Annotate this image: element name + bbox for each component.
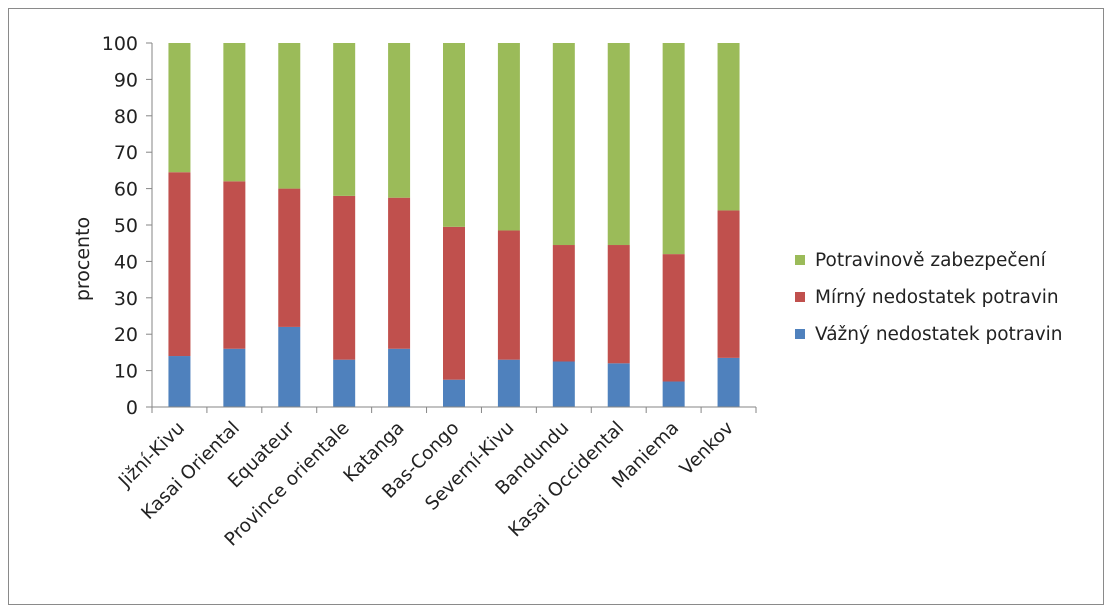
bar-bandundu-potravinove-zabezpeceni	[552, 43, 575, 246]
x-tick-label-kasai-oriental: Kasai Oriental	[138, 418, 244, 524]
y-tick-label-90: 90	[114, 69, 138, 91]
x-tick-label-venkov: Venkov	[676, 418, 738, 480]
y-axis-title: procento	[72, 217, 94, 301]
bar-bandundu-vazny-nedostatek-potravin	[552, 361, 575, 407]
legend-label-vazny-nedostatek-potravin: Vážný nedostatek potravin	[815, 324, 1063, 345]
bar-katanga-mirny-nedostatek-potravin	[388, 197, 411, 349]
bar-province-orientale-mirny-nedostatek-potravin	[333, 195, 356, 360]
bar-bas-congo-mirny-nedostatek-potravin	[443, 226, 465, 380]
y-tick-label-80: 80	[114, 106, 138, 128]
bar-equateur-potravinove-zabezpeceni	[278, 43, 301, 189]
legend: Potravinově zabezpečení Mírný nedostatek …	[795, 250, 1063, 345]
chart-frame: procento 0 10 20 30 40 50 60 70 80 90 100 Jižní-Kiv…	[8, 8, 1104, 605]
bar-kasai-occidental-potravinove-zabezpeceni	[607, 43, 630, 246]
bar-venkov-mirny-nedostatek-potravin	[717, 210, 740, 358]
legend-swatch-vazny-nedostatek-potravin	[795, 329, 805, 339]
bar-kasai-occidental-mirny-nedostatek-potravin	[607, 245, 630, 364]
bar-bas-congo-potravinove-zabezpeceni	[443, 43, 465, 227]
bar-katanga-potravinove-zabezpeceni	[388, 43, 411, 198]
legend-label-mirny-nedostatek-potravin: Mírný nedostatek potravin	[815, 287, 1059, 308]
bar-katanga-vazny-nedostatek-potravin	[388, 348, 411, 407]
bar-venkov-vazny-nedostatek-potravin	[717, 357, 740, 407]
bar-bas-congo-vazny-nedostatek-potravin	[443, 379, 465, 407]
y-tick-label-10: 10	[114, 361, 138, 383]
bar-kasai-oriental-potravinove-zabezpeceni	[223, 43, 246, 182]
stacked-bar-chart: procento 0102030405060708090100Jižní-Kiv…	[72, 33, 1063, 551]
bar-jizni-kivu-potravinove-zabezpeceni	[168, 43, 191, 173]
bar-maniema-mirny-nedostatek-potravin	[662, 254, 685, 382]
y-tick-label-0: 0	[126, 397, 138, 419]
bar-maniema-vazny-nedostatek-potravin	[662, 381, 685, 407]
bar-kasai-oriental-mirny-nedostatek-potravin	[223, 181, 246, 349]
bars-group	[168, 43, 740, 407]
bar-equateur-mirny-nedostatek-potravin	[278, 188, 301, 327]
bar-venkov-potravinove-zabezpeceni	[717, 43, 740, 211]
y-tick-label-20: 20	[114, 324, 138, 346]
bar-equateur-vazny-nedostatek-potravin	[278, 326, 301, 407]
bar-maniema-potravinove-zabezpeceni	[662, 43, 685, 255]
bar-bandundu-mirny-nedostatek-potravin	[552, 245, 575, 362]
bar-province-orientale-potravinove-zabezpeceni	[333, 43, 356, 196]
y-tick-label-30: 30	[114, 288, 138, 310]
y-tick-label-60: 60	[114, 179, 138, 201]
legend-swatch-potravinove-zabezpeceni	[795, 255, 805, 265]
y-tick-label-50: 50	[114, 215, 138, 237]
y-tick-label-40: 40	[114, 251, 138, 273]
bar-kasai-oriental-vazny-nedostatek-potravin	[223, 348, 246, 407]
bar-jizni-kivu-vazny-nedostatek-potravin	[168, 356, 191, 407]
bar-severni-kivu-vazny-nedostatek-potravin	[497, 359, 520, 407]
y-tick-label-70: 70	[114, 142, 138, 164]
bar-province-orientale-vazny-nedostatek-potravin	[333, 359, 356, 407]
legend-swatch-mirny-nedostatek-potravin	[795, 292, 805, 302]
legend-label-potravinove-zabezpeceni: Potravinově zabezpečení	[815, 250, 1047, 271]
bar-severni-kivu-mirny-nedostatek-potravin	[497, 230, 520, 360]
bar-jizni-kivu-mirny-nedostatek-potravin	[168, 172, 191, 357]
bar-kasai-occidental-vazny-nedostatek-potravin	[607, 363, 630, 407]
y-tick-label-100: 100	[102, 33, 138, 55]
bar-severni-kivu-potravinove-zabezpeceni	[497, 43, 520, 231]
